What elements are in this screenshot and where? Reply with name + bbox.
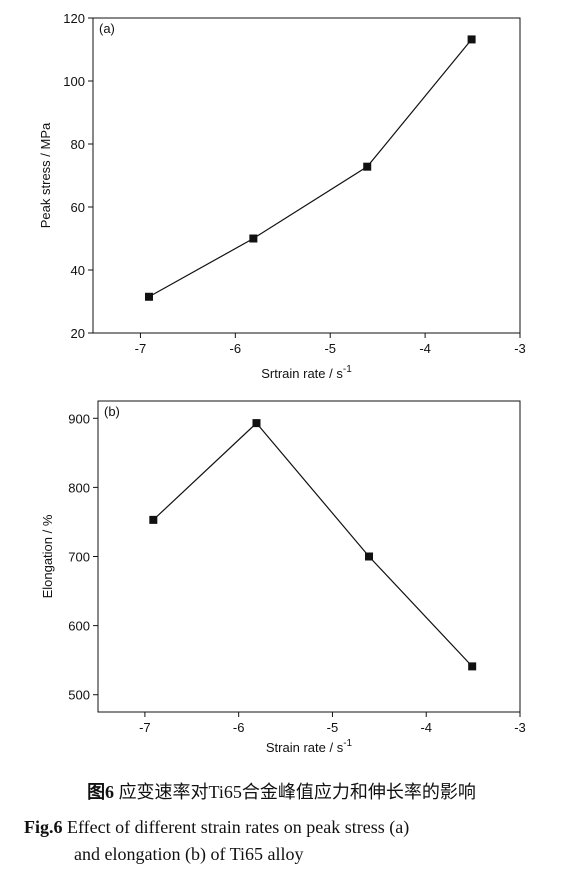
x-axis-title-text: Srtrain rate / s xyxy=(261,366,343,381)
plot-frame xyxy=(92,17,521,334)
x-tick-label: -4 xyxy=(419,341,431,356)
y-tick-label: 120 xyxy=(63,11,85,26)
charts-figure: -7 -6 -5 -4 -3 20 40 60 80 100 120 (a) Srtrain rate … xyxy=(38,11,526,755)
caption-en-line1: Effect of different strain rates on peak… xyxy=(67,817,410,837)
chart-panel-a: -7 -6 -5 -4 -3 20 40 60 80 100 120 (a) Srtrain rate … xyxy=(38,11,526,381)
x-axis-title-superscript: -1 xyxy=(343,738,352,749)
y-axis-title: Elongation / % xyxy=(40,514,55,598)
y-tick-label: 100 xyxy=(63,74,85,89)
chart-panel-b: -7 -6 -5 -4 -3 500 600 700 800 900 (b) Strain rate … xyxy=(40,400,526,755)
x-axis-title: Strain rate / s-1 xyxy=(266,738,353,755)
series-line xyxy=(148,39,473,298)
x-tick-label: -7 xyxy=(139,720,151,735)
x-axis-title-text: Strain rate / s xyxy=(266,740,344,755)
x-axis-title: Srtrain rate / s-1 xyxy=(261,364,352,381)
caption-chinese: 图6 应变速率对Ti65合金峰值应力和伸长率的影响 xyxy=(0,778,563,804)
data-point xyxy=(467,35,476,44)
y-tick-label: 60 xyxy=(71,200,85,215)
data-point xyxy=(468,662,477,671)
y-tick-label: 900 xyxy=(68,411,90,426)
caption-en-label: Fig.6 xyxy=(24,817,63,837)
data-point xyxy=(149,515,158,524)
y-tick-label: 80 xyxy=(71,137,85,152)
y-tick-label: 700 xyxy=(68,550,90,565)
data-point xyxy=(249,234,258,243)
x-tick-label: -7 xyxy=(135,341,147,356)
x-tick-label: -5 xyxy=(324,341,336,356)
caption-english: Fig.6 Effect of different strain rates o… xyxy=(24,814,544,868)
caption-cn-label: 图6 xyxy=(87,782,115,802)
y-axis-title: Peak stress / MPa xyxy=(38,122,53,228)
x-tick-label: -3 xyxy=(514,720,526,735)
x-tick-label: -5 xyxy=(327,720,339,735)
y-tick-label: 600 xyxy=(68,619,90,634)
y-tick-label: 40 xyxy=(71,263,85,278)
y-tick-label: 20 xyxy=(71,326,85,341)
data-point xyxy=(365,552,374,561)
data-point xyxy=(144,292,153,301)
x-axis-title-superscript: -1 xyxy=(343,364,352,375)
data-point xyxy=(252,419,261,428)
plot-frame xyxy=(97,400,521,713)
series-line xyxy=(152,422,473,667)
x-tick-label: -6 xyxy=(230,341,242,356)
x-tick-label: -6 xyxy=(233,720,245,735)
x-tick-label: -4 xyxy=(420,720,432,735)
y-tick-label: 500 xyxy=(68,688,90,703)
data-point xyxy=(363,162,372,171)
y-tick-label: 800 xyxy=(68,480,90,495)
panel-label: (b) xyxy=(104,404,120,419)
panel-label: (a) xyxy=(99,21,115,36)
caption-en-line2: and elongation (b) of Ti65 alloy xyxy=(74,844,304,864)
x-tick-label: -3 xyxy=(514,341,526,356)
caption-cn-text: 应变速率对Ti65合金峰值应力和伸长率的影响 xyxy=(118,782,476,802)
